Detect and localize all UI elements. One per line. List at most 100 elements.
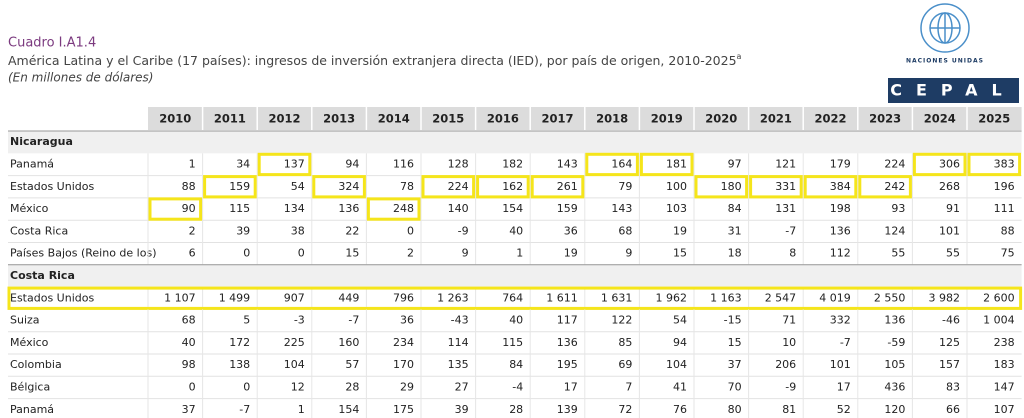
column-header: 2019 — [651, 112, 683, 126]
cell: 81 — [782, 403, 796, 416]
emblem-text: NACIONES UNIDAS — [906, 58, 984, 65]
cell: 0 — [189, 380, 196, 393]
cell: 2 547 — [765, 291, 797, 304]
cell: 2 — [189, 224, 196, 237]
cell: 1 962 — [656, 291, 688, 304]
cell: 37 — [728, 358, 742, 371]
cell: 0 — [243, 247, 250, 260]
cell: 69 — [618, 358, 632, 371]
cell: 19 — [673, 224, 687, 237]
cell: 170 — [393, 358, 414, 371]
unit-note: (En millones de dólares) — [8, 71, 153, 85]
cell: 162 — [502, 180, 523, 193]
cell: -15 — [724, 314, 742, 327]
cell: 147 — [994, 380, 1015, 393]
row-label: Países Bajos (Reino de los) — [10, 247, 156, 260]
highlight-box — [312, 175, 366, 199]
cell: 6 — [189, 247, 196, 260]
cell: -7 — [840, 336, 851, 349]
cell: 138 — [229, 358, 250, 371]
group-name: Nicaragua — [10, 135, 73, 148]
cell: 121 — [775, 157, 796, 170]
cell: 84 — [728, 202, 742, 215]
column-header: 2010 — [159, 112, 191, 126]
cell: 111 — [994, 202, 1015, 215]
cell: 38 — [291, 224, 305, 237]
highlight-box — [366, 197, 421, 221]
cell: 2 600 — [983, 291, 1015, 304]
cell: 139 — [557, 403, 578, 416]
table: 2010 2011 2012 2013 2014 2015 2016 2017 2018 2019… — [7, 107, 1023, 418]
cell: 17 — [564, 380, 578, 393]
cell: 68 — [618, 224, 632, 237]
cell: 55 — [946, 247, 960, 260]
row-label: Bélgica — [10, 380, 50, 393]
cell: -3 — [294, 314, 305, 327]
cell: 1 107 — [164, 291, 196, 304]
column-header: 2018 — [596, 112, 628, 126]
highlight-box — [967, 152, 1022, 177]
highlight-box — [530, 175, 585, 199]
cell: 15 — [728, 336, 742, 349]
cepal-box — [888, 78, 1019, 103]
cell: 175 — [393, 403, 414, 416]
cell: 131 — [775, 202, 796, 215]
cell: 114 — [448, 336, 469, 349]
cell: 29 — [400, 380, 414, 393]
cell: 206 — [775, 358, 796, 371]
cell: 248 — [393, 202, 414, 215]
highlight-box — [421, 175, 476, 199]
column-header: 2020 — [705, 112, 737, 126]
cell: 83 — [946, 380, 960, 393]
column-header: 2023 — [869, 112, 901, 126]
cell: 124 — [884, 224, 905, 237]
column-header: 2012 — [268, 112, 300, 126]
highlight-box — [749, 175, 803, 199]
cell: 0 — [407, 224, 414, 237]
cell: 5 — [243, 314, 250, 327]
cell: 112 — [830, 247, 851, 260]
cell: 57 — [345, 358, 359, 371]
cell: 107 — [994, 403, 1015, 416]
cell: 22 — [345, 224, 359, 237]
cell: 37 — [182, 403, 196, 416]
cell: 234 — [393, 336, 414, 349]
highlight-box — [148, 197, 203, 221]
cell: 66 — [946, 403, 960, 416]
cell: 27 — [455, 380, 469, 393]
cell: 179 — [830, 157, 851, 170]
cell: 136 — [338, 202, 359, 215]
cell: 796 — [393, 291, 414, 304]
cell: 80 — [728, 403, 742, 416]
cell: 140 — [448, 202, 469, 215]
cell: -4 — [512, 380, 523, 393]
highlight-box — [803, 175, 858, 199]
row-label: México — [10, 336, 49, 349]
cell: 449 — [338, 291, 359, 304]
column-header: 2017 — [541, 112, 573, 126]
cell: 224 — [884, 157, 905, 170]
row-label: Colombia — [10, 358, 62, 371]
cell: 28 — [509, 403, 523, 416]
cell: 143 — [557, 157, 578, 170]
cell: 164 — [611, 157, 632, 170]
row-label: México — [10, 202, 49, 215]
cell: -7 — [348, 314, 359, 327]
cell: 7 — [625, 380, 632, 393]
cell: 31 — [728, 224, 742, 237]
cell: 75 — [1001, 247, 1015, 260]
cell: 331 — [775, 180, 796, 193]
cell: 157 — [939, 358, 960, 371]
column-header: 2015 — [432, 112, 464, 126]
cell: 154 — [502, 202, 523, 215]
cell: 181 — [666, 157, 687, 170]
cell: 180 — [721, 180, 742, 193]
cell: 34 — [236, 157, 250, 170]
cell: 183 — [994, 358, 1015, 371]
cell: 101 — [939, 224, 960, 237]
cell: 764 — [502, 291, 523, 304]
cell: 1 — [516, 247, 523, 260]
cell: 1 — [298, 403, 305, 416]
cell: 88 — [1001, 224, 1015, 237]
